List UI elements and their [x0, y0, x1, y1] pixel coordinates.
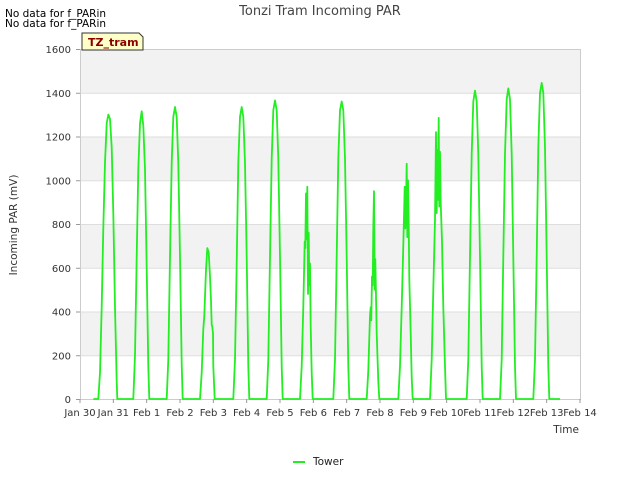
site-tag: TZ_tram	[81, 32, 144, 51]
y-tick-label: 1000	[46, 176, 71, 187]
series-lines	[93, 82, 560, 400]
y-tick-label: 1600	[46, 45, 71, 56]
y-tick-label: 0	[65, 395, 71, 406]
x-tick-label: Feb 6	[300, 408, 327, 419]
x-tick-label: Feb 7	[333, 408, 360, 419]
x-tick-label: Feb 13	[530, 408, 564, 419]
x-tick-label: Feb 2	[166, 408, 193, 419]
x-tick-label: Feb 8	[366, 408, 393, 419]
y-tick-label: 800	[52, 220, 71, 231]
plot-band	[80, 224, 580, 268]
plot-band	[80, 355, 580, 399]
series-line-tower	[93, 82, 560, 400]
site-tag-label: TZ_tram	[88, 36, 139, 49]
x-tick-label: Feb 11	[463, 408, 497, 419]
no-data-notice: No data for f_PARin	[5, 18, 107, 30]
x-tick-label: Jan 30	[63, 408, 95, 419]
site-tag-box	[81, 32, 144, 51]
x-tick-label: Feb 3	[200, 408, 227, 419]
x-axis-ticks: Jan 30 Jan 31 Feb 1 Feb 2 Feb 3 Feb 4 Feb 5 Feb…	[63, 399, 597, 419]
plot-band	[80, 92, 580, 137]
x-tick-label: Feb 4	[233, 408, 260, 419]
plot-background-bands	[80, 49, 580, 399]
x-tick-label: Feb 9	[400, 408, 427, 419]
y-tick-label: 1400	[46, 89, 71, 100]
x-tick-label: Feb 12	[497, 408, 531, 419]
no-data-notice: No data for f_PARin	[5, 8, 107, 20]
y-tick-label: 400	[52, 308, 71, 319]
x-tick-label: Jan 31	[97, 408, 129, 419]
y-tick-label: 1200	[46, 133, 71, 144]
plot-band	[80, 267, 580, 312]
x-tick-label: Feb 5	[266, 408, 293, 419]
x-tick-label: Feb 1	[133, 408, 160, 419]
gridlines	[80, 49, 580, 400]
plot-band	[80, 180, 580, 224]
legend-label-tower: Tower	[312, 456, 344, 468]
x-tick-label: Feb 10	[430, 408, 464, 419]
plot-band	[80, 311, 580, 356]
y-tick-label: 200	[52, 351, 71, 362]
x-tick-label: Feb 14	[563, 408, 597, 419]
y-axis-label: Incoming PAR (mV)	[8, 175, 20, 276]
plot-band	[80, 136, 580, 181]
y-axis-ticks: 0 200 400 600 800 1000 1200 1400 1600	[46, 45, 80, 406]
x-axis-label: Time	[552, 424, 579, 436]
plot-band	[80, 49, 580, 93]
y-tick-label: 600	[52, 264, 71, 275]
chart-title: Tonzi Tram Incoming PAR	[238, 4, 401, 19]
legend: Tower	[293, 456, 344, 468]
